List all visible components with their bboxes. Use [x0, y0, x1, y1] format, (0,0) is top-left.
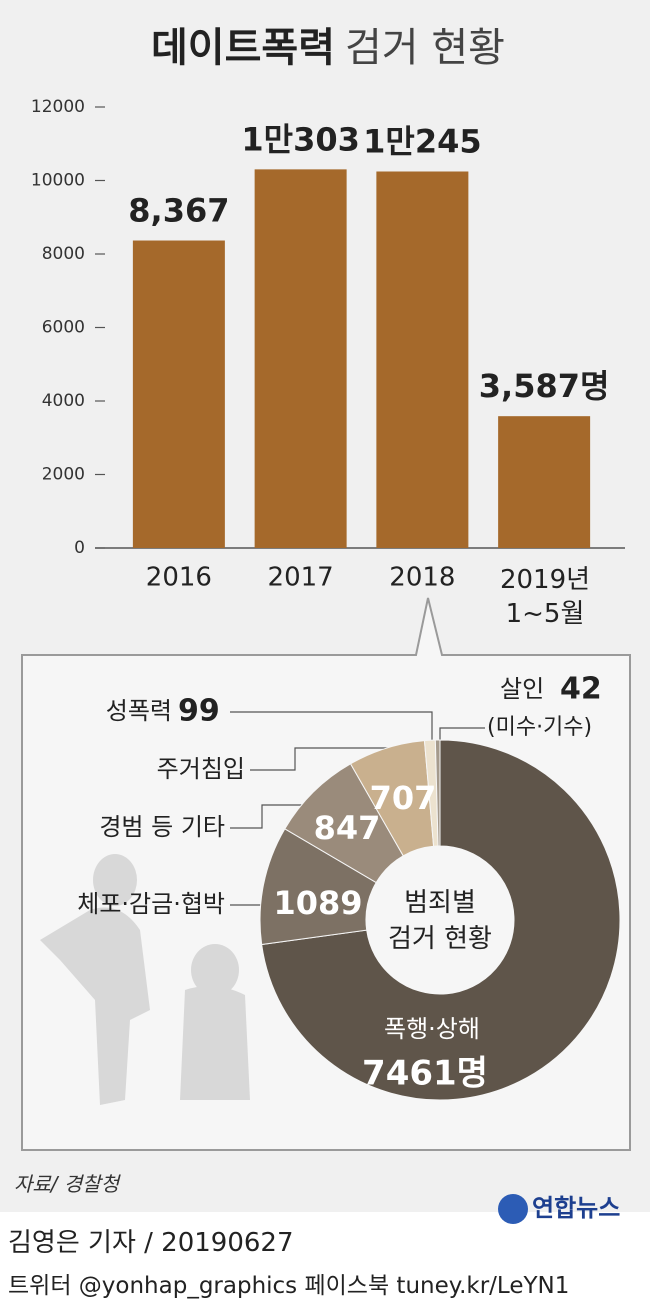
- logo-icon: [498, 1194, 528, 1224]
- x-tick-label: 2016: [146, 563, 212, 593]
- category-label: 성폭력: [106, 697, 172, 725]
- category-label: 주거침입: [157, 755, 245, 783]
- logo-text: 연합뉴스: [532, 1194, 621, 1222]
- bar: [254, 169, 347, 548]
- y-tick-label: 8000: [42, 244, 85, 264]
- value-label: 1만303: [241, 120, 360, 158]
- y-tick-label: 2000: [42, 465, 85, 485]
- bar: [498, 416, 591, 548]
- value-label: 7461명: [362, 1054, 488, 1094]
- annotation: (미수·기수): [487, 715, 592, 740]
- donut-center-label: 범죄별 검거 현황: [388, 888, 492, 954]
- value-label: 8,367: [128, 192, 229, 230]
- value-label: 1089: [273, 884, 362, 922]
- logo: 연합뉴스: [498, 1160, 620, 1224]
- y-tick-label: 12000: [31, 97, 85, 117]
- donut-slice: [261, 739, 621, 1101]
- donut-slice: [434, 739, 441, 847]
- bar: [132, 240, 225, 548]
- x-tick-label: 2019년 1~5월: [499, 565, 591, 629]
- y-tick-label: 10000: [31, 171, 85, 191]
- y-tick-label: 4000: [42, 391, 85, 411]
- x-tick-label: 2017: [268, 563, 334, 593]
- value-label: 42: [560, 672, 602, 707]
- value-label: 3,587명: [479, 367, 610, 405]
- silhouette: [40, 854, 250, 1105]
- category-label: 경범 등 기타: [99, 813, 225, 841]
- value-label: 99: [178, 694, 220, 729]
- value-label: 847: [314, 809, 381, 847]
- category-label: 폭행·상해: [384, 1015, 480, 1043]
- y-tick-label: 0: [74, 538, 85, 558]
- category-label: 체포·감금·협박: [77, 890, 225, 918]
- category-label: 살인: [500, 675, 544, 703]
- value-label: 1만245: [363, 122, 482, 160]
- chart-title: 데이트폭력: [151, 25, 335, 71]
- source: 자료/ 경찰청: [14, 1172, 120, 1196]
- chart-subtitle: 검거 현황: [345, 25, 505, 71]
- y-tick-label: 6000: [42, 318, 85, 338]
- byline: 김영은 기자 / 20190627: [8, 1228, 294, 1258]
- bar: [376, 171, 469, 548]
- social: 트위터 @yonhap_graphics 페이스북 tuney.kr/LeYN1: [8, 1273, 570, 1299]
- value-label: 707: [370, 779, 437, 817]
- x-tick-label: 2018: [389, 563, 455, 593]
